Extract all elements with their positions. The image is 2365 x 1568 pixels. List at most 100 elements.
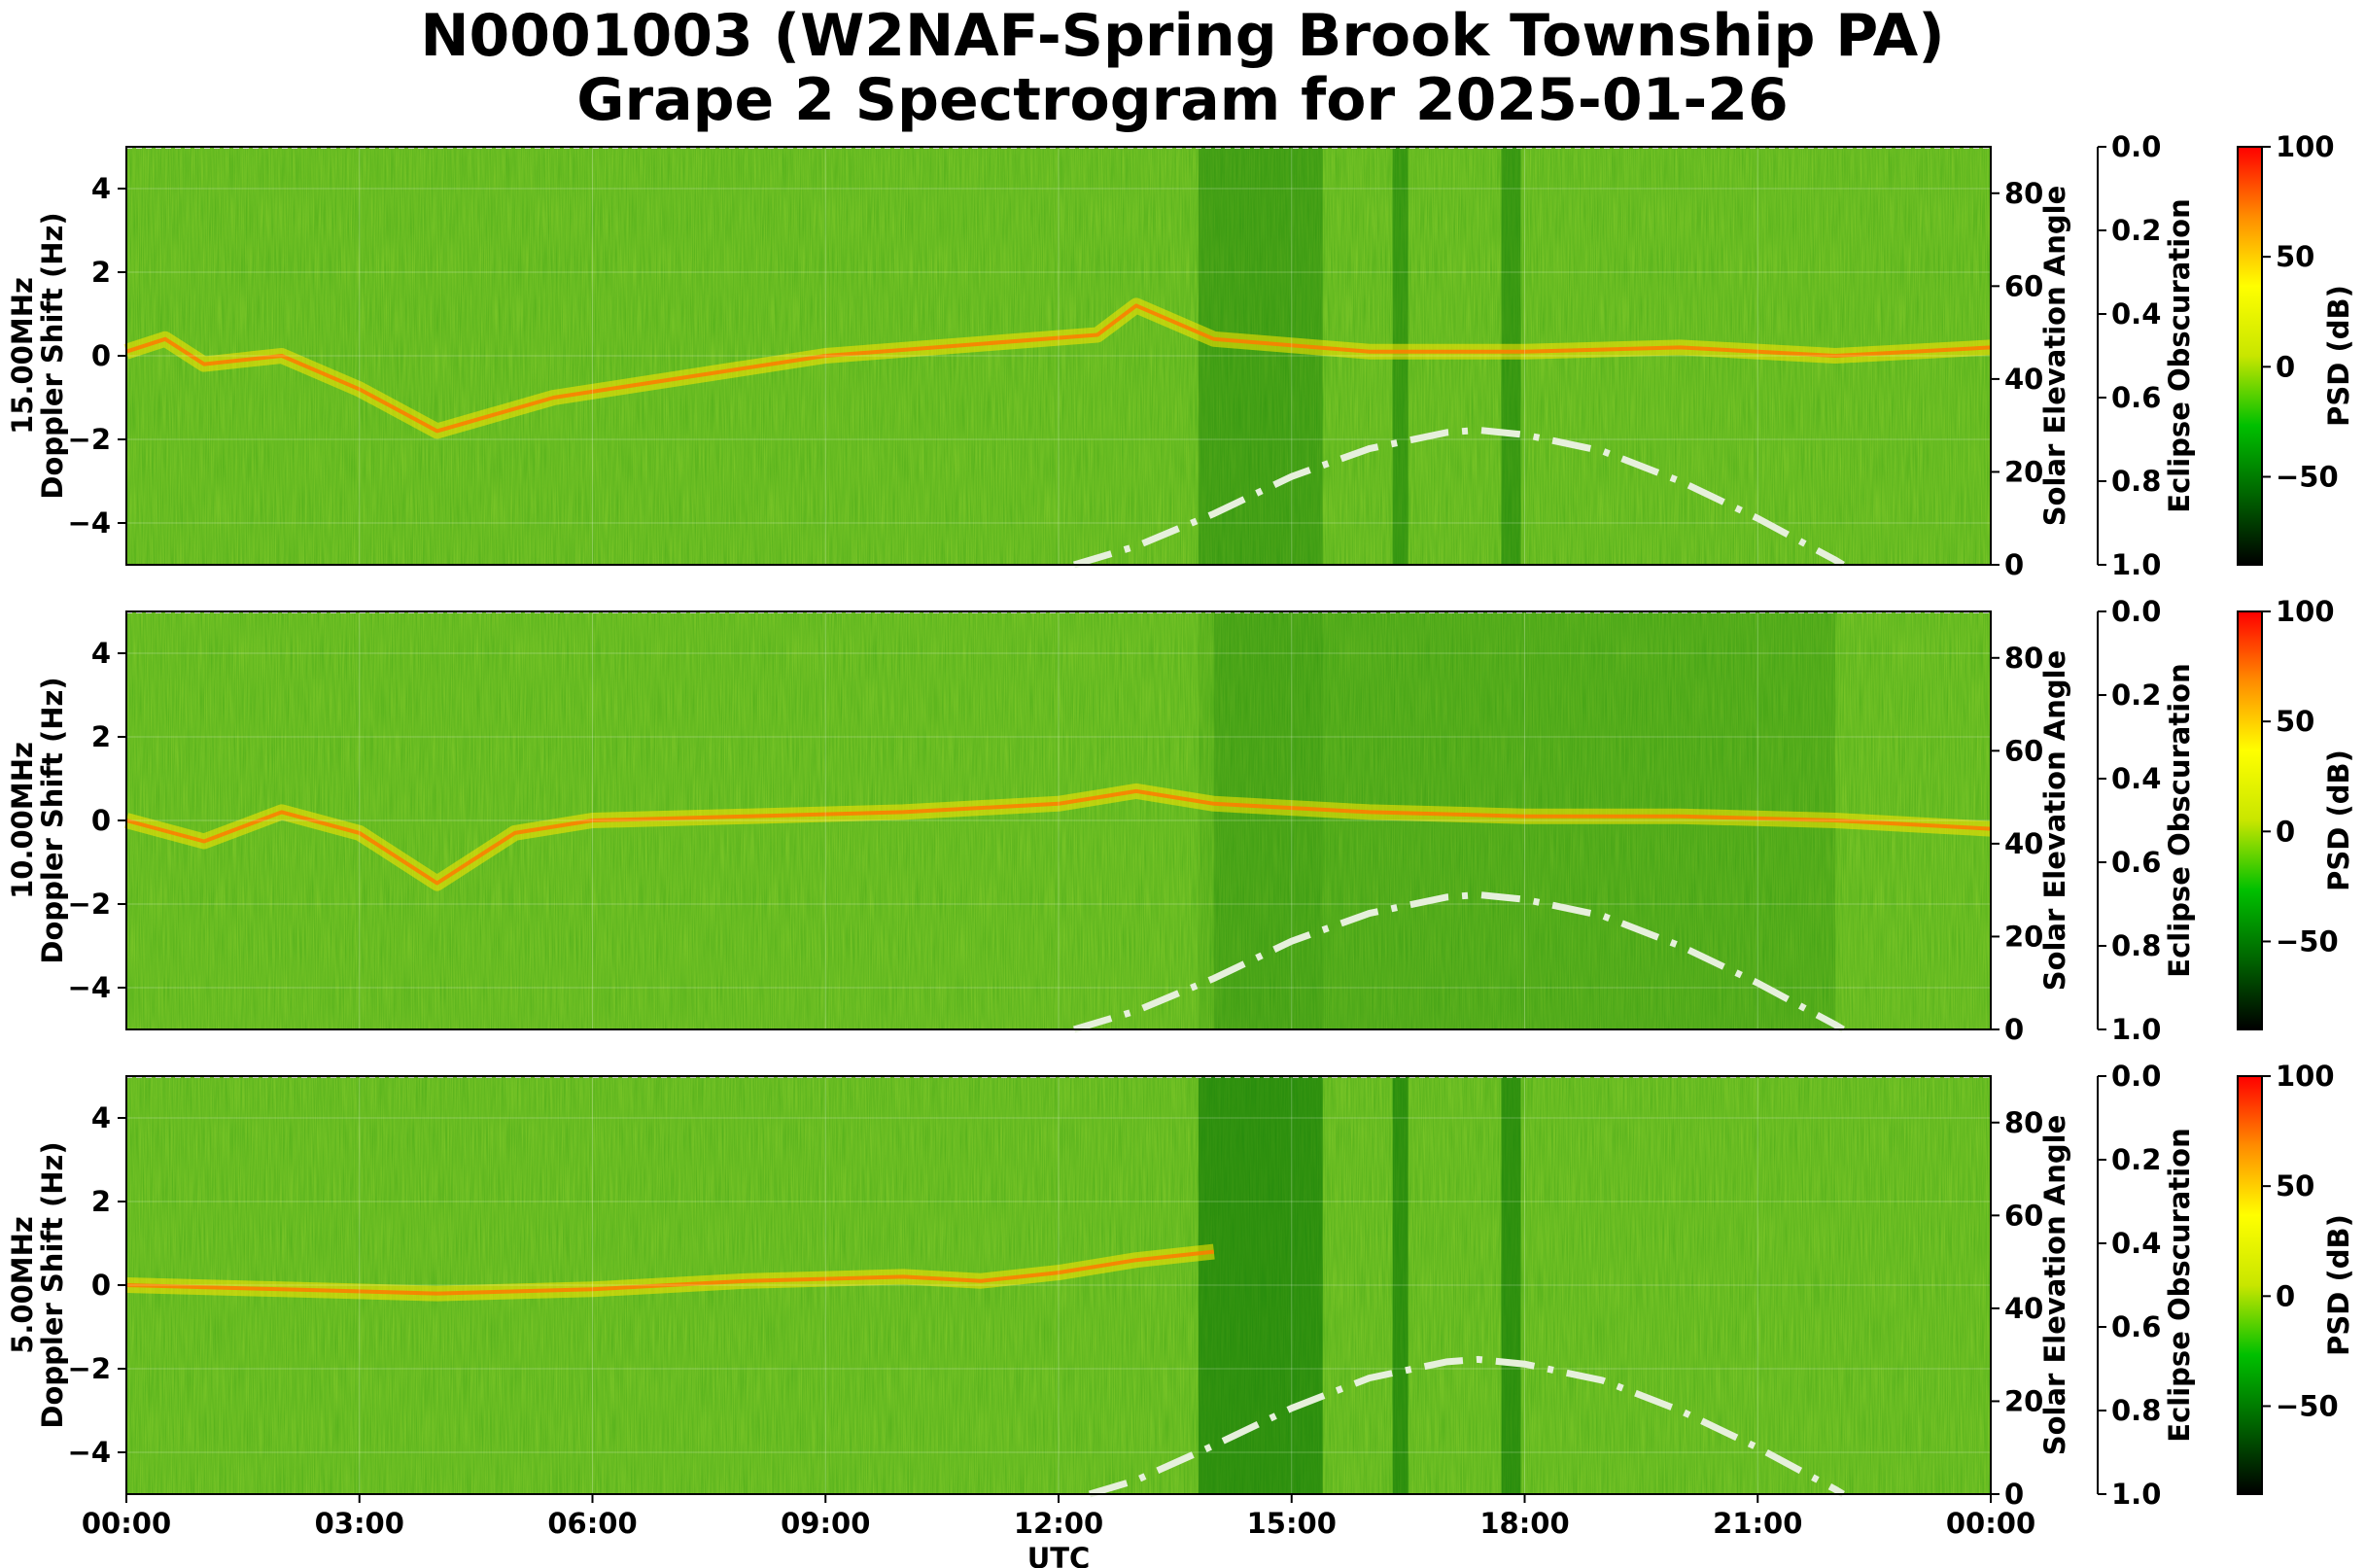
y3-axis-label: Eclipse Obscuration [2163, 1128, 2196, 1442]
colorbar [2237, 610, 2263, 1030]
panel-frequency-label: 15.00MHz [6, 277, 39, 435]
y-tick-label: −4 [68, 1436, 111, 1469]
y-tick-label: −2 [68, 888, 111, 921]
y2-tick-label: 80 [2004, 1106, 2043, 1139]
y3-tick-label: 0.0 [2111, 1060, 2161, 1093]
colorbar [2237, 1075, 2263, 1495]
y3-tick-label: 0.4 [2111, 1227, 2161, 1260]
spectrogram-dark-band [1501, 1076, 1521, 1494]
y-tick-label: 4 [91, 637, 111, 670]
chart-subtitle: Grape 2 Spectrogram for 2025-01-26 [576, 66, 1789, 134]
y-axis-label: Doppler Shift (Hz) [36, 677, 69, 963]
x-tick-label: 15:00 [1247, 1507, 1337, 1540]
x-axis-label: UTC [1027, 1542, 1091, 1568]
y-tick-label: 0 [91, 1269, 111, 1302]
x-tick-label: 18:00 [1479, 1507, 1569, 1540]
colorbar-tick-label: 0 [2276, 350, 2295, 383]
y3-tick-label: 0.6 [2111, 846, 2161, 879]
x-tick-label: 09:00 [781, 1507, 870, 1540]
solar-elevation-curve [1072, 890, 1845, 1033]
x-tick-label: 06:00 [547, 1507, 637, 1540]
y2-tick-label: 60 [2004, 269, 2043, 302]
y2-axis-label: Solar Elevation Angle [2038, 650, 2071, 992]
y3-tick-label: 1.0 [2111, 548, 2161, 581]
y3-tick-label: 0.2 [2111, 1143, 2161, 1176]
y2-tick-label: 0 [2004, 1478, 2024, 1511]
y3-tick-label: 0.6 [2111, 1310, 2161, 1343]
colorbar-label: PSD (dB) [2322, 749, 2355, 891]
y2-tick-label: 20 [2004, 455, 2043, 488]
x-tick-label: 00:00 [1946, 1507, 2035, 1540]
y2-tick-label: 0 [2004, 1013, 2024, 1046]
spectrogram-noise [126, 147, 1991, 565]
y3-tick-label: 0.2 [2111, 214, 2161, 247]
colorbar-tick-label: 50 [2276, 240, 2314, 273]
colorbar-tick-label: 0 [2276, 1279, 2295, 1312]
y3-tick-label: 0.4 [2111, 762, 2161, 795]
y3-tick-label: 0.0 [2111, 595, 2161, 628]
y-tick-label: 0 [91, 804, 111, 837]
colorbar [2237, 146, 2263, 566]
y2-tick-label: 80 [2004, 642, 2043, 675]
colorbar-tick-label: −50 [2276, 924, 2339, 958]
colorbar-tick-label: −50 [2276, 460, 2339, 493]
y-tick-label: 2 [91, 1185, 111, 1218]
carrier-trace [125, 1249, 1215, 1296]
colorbar-tick-label: −50 [2276, 1389, 2339, 1422]
spectrogram-dark-band [1198, 1076, 1323, 1494]
x-tick-label: 12:00 [1014, 1507, 1103, 1540]
y2-tick-label: 0 [2004, 548, 2024, 581]
spectrogram-dark-band [1392, 1076, 1409, 1494]
colorbar-tick-label: 100 [2276, 595, 2335, 628]
y2-tick-label: 40 [2004, 1292, 2043, 1325]
colorbar-tick-label: 100 [2276, 130, 2335, 163]
y3-axis-label: Eclipse Obscuration [2163, 663, 2196, 977]
colorbar-tick-label: 50 [2276, 1169, 2314, 1202]
panel-frequency-label: 5.00MHz [6, 1216, 39, 1354]
y2-axis-label: Solar Elevation Angle [2038, 1115, 2071, 1456]
solar-elevation-curve [1072, 426, 1845, 569]
y2-tick-label: 60 [2004, 1199, 2043, 1232]
y3-axis-label: Eclipse Obscuration [2163, 198, 2196, 512]
y2-tick-label: 20 [2004, 1384, 2043, 1417]
y3-tick-label: 0.8 [2111, 465, 2161, 498]
colorbar-tick-label: 50 [2276, 705, 2314, 738]
y-tick-label: 4 [91, 1101, 111, 1134]
y-axis-label: Doppler Shift (Hz) [36, 212, 69, 499]
y3-tick-label: 0.2 [2111, 679, 2161, 712]
panel-frequency-label: 10.00MHz [6, 742, 39, 899]
x-tick-label: 03:00 [315, 1507, 404, 1540]
x-tick-label: 21:00 [1713, 1507, 1802, 1540]
colorbar-tick-label: 100 [2276, 1060, 2335, 1093]
colorbar-label: PSD (dB) [2322, 285, 2355, 427]
carrier-trace [125, 303, 1992, 434]
y-tick-label: 4 [91, 172, 111, 205]
carrier-trace [125, 788, 1992, 886]
y3-tick-label: 1.0 [2111, 1013, 2161, 1046]
y-axis-label: Doppler Shift (Hz) [36, 1141, 69, 1428]
y2-axis-label: Solar Elevation Angle [2038, 186, 2071, 527]
y3-tick-label: 0.0 [2111, 130, 2161, 163]
y2-tick-label: 40 [2004, 363, 2043, 396]
chart-title: N0001003 (W2NAF-Spring Brook Township PA… [420, 2, 1945, 70]
spectrogram-noise [126, 1076, 1991, 1494]
y3-tick-label: 0.8 [2111, 929, 2161, 962]
y-tick-label: 2 [91, 720, 111, 753]
y-tick-label: −4 [68, 971, 111, 1004]
y2-tick-label: 40 [2004, 827, 2043, 860]
colorbar-label: PSD (dB) [2322, 1214, 2355, 1356]
y-tick-label: 0 [91, 339, 111, 372]
y2-tick-label: 60 [2004, 734, 2043, 767]
y3-tick-label: 0.6 [2111, 381, 2161, 414]
y3-tick-label: 0.4 [2111, 297, 2161, 331]
y2-tick-label: 20 [2004, 920, 2043, 953]
y-tick-label: −2 [68, 1352, 111, 1385]
solar-elevation-curve [1088, 1355, 1845, 1498]
y3-tick-label: 0.8 [2111, 1394, 2161, 1427]
y-tick-label: −4 [68, 506, 111, 540]
y2-tick-label: 80 [2004, 177, 2043, 210]
